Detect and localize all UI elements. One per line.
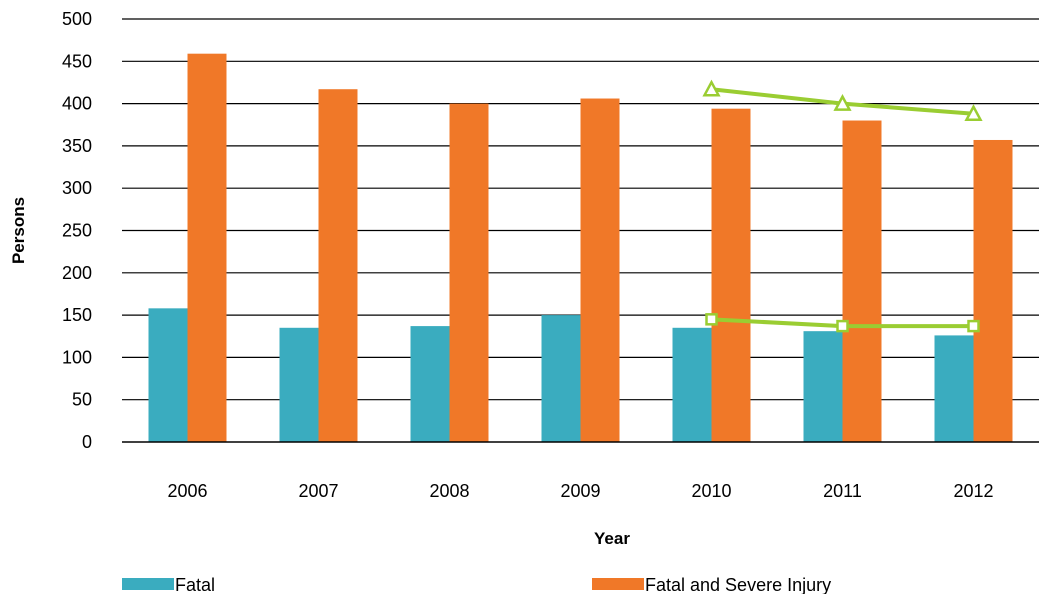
bar-fatal-severe-2010 <box>711 108 751 443</box>
y-tick-350: 350 <box>62 136 92 156</box>
y-tick-100: 100 <box>62 347 92 367</box>
legend-swatch-fatal-severe-injury <box>592 578 644 590</box>
line-series <box>702 79 983 333</box>
bar-fatal-severe-2006 <box>187 53 227 442</box>
marker-square-2012 <box>967 319 980 333</box>
bar-fatal-2012 <box>934 335 974 442</box>
y-tick-450: 450 <box>62 51 92 71</box>
x-axis-ticks: 2006 2007 2008 2009 2010 2011 2012 <box>167 481 993 501</box>
y-axis-ticks: 0 50 100 150 200 250 300 350 400 450 500 <box>62 9 92 452</box>
bars <box>148 53 1013 443</box>
bar-fatal-2011 <box>803 331 843 442</box>
x-tick-2006: 2006 <box>167 481 207 501</box>
x-tick-2010: 2010 <box>691 481 731 501</box>
y-tick-50: 50 <box>72 390 92 410</box>
x-tick-2012: 2012 <box>953 481 993 501</box>
bar-fatal-severe-2011 <box>842 120 882 443</box>
legend-label-fatal: Fatal <box>175 575 215 594</box>
bar-fatal-severe-2012 <box>973 139 1013 442</box>
y-axis-title: Persons <box>9 197 28 264</box>
x-tick-2009: 2009 <box>560 481 600 501</box>
marker-square-2011 <box>836 319 849 333</box>
y-tick-0: 0 <box>82 432 92 452</box>
legend-swatch-fatal <box>122 578 174 590</box>
bar-fatal-severe-2008 <box>449 103 489 442</box>
bar-fatal-2007 <box>279 327 319 442</box>
y-tick-250: 250 <box>62 221 92 241</box>
x-axis-title: Year <box>594 529 630 548</box>
bar-fatal-severe-2007 <box>318 89 358 442</box>
x-tick-2008: 2008 <box>429 481 469 501</box>
bar-fatal-2009 <box>541 315 581 442</box>
marker-square-2010 <box>705 313 718 326</box>
y-tick-200: 200 <box>62 263 92 283</box>
x-tick-2011: 2011 <box>823 481 862 501</box>
marker-triangle-2011 <box>833 93 852 111</box>
bar-fatal-2006 <box>148 308 188 442</box>
legend: Fatal Fatal and Severe Injury <box>122 575 831 594</box>
y-tick-400: 400 <box>62 94 92 114</box>
bar-fatal-2008 <box>410 326 450 442</box>
y-tick-150: 150 <box>62 305 92 325</box>
x-tick-2007: 2007 <box>298 481 338 501</box>
y-tick-300: 300 <box>62 178 92 198</box>
y-tick-500: 500 <box>62 9 92 29</box>
bar-fatal-severe-2009 <box>580 98 620 443</box>
bar-fatal-2010 <box>672 327 712 442</box>
marker-triangle-2012 <box>964 104 983 122</box>
marker-triangle-2010 <box>702 79 721 97</box>
legend-label-fatal-severe-injury: Fatal and Severe Injury <box>645 575 831 594</box>
